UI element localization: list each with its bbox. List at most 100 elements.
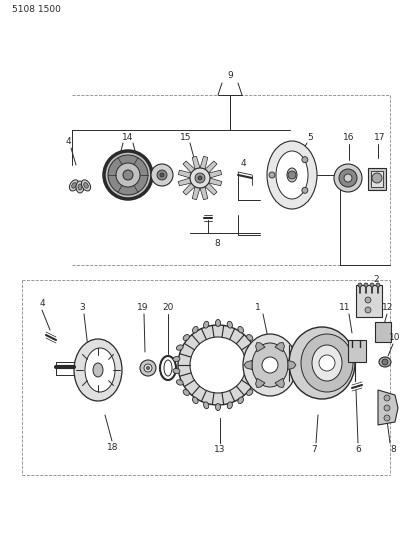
Ellipse shape (69, 180, 79, 191)
Ellipse shape (287, 168, 297, 182)
Text: 5: 5 (307, 133, 313, 141)
Polygon shape (183, 161, 195, 173)
Ellipse shape (84, 183, 88, 188)
Circle shape (376, 283, 380, 287)
Polygon shape (208, 170, 222, 178)
Circle shape (178, 325, 258, 405)
Circle shape (151, 164, 173, 186)
Circle shape (319, 355, 335, 371)
Ellipse shape (215, 403, 220, 410)
Circle shape (365, 297, 371, 303)
Text: 11: 11 (339, 303, 351, 312)
Text: 20: 20 (162, 303, 174, 312)
Circle shape (146, 367, 149, 369)
Text: 4: 4 (240, 158, 246, 167)
Ellipse shape (227, 321, 233, 328)
Ellipse shape (82, 180, 91, 191)
Circle shape (358, 283, 362, 287)
Text: 13: 13 (214, 446, 226, 455)
Ellipse shape (256, 368, 263, 374)
Ellipse shape (204, 402, 209, 409)
Circle shape (104, 151, 152, 199)
Circle shape (372, 173, 382, 183)
Ellipse shape (246, 390, 253, 395)
Text: 16: 16 (343, 133, 355, 142)
Circle shape (195, 173, 205, 183)
Circle shape (339, 169, 357, 187)
Polygon shape (178, 170, 191, 178)
Ellipse shape (193, 397, 198, 403)
Polygon shape (200, 187, 208, 200)
Text: 8: 8 (390, 446, 396, 455)
Polygon shape (205, 183, 217, 195)
Polygon shape (192, 156, 200, 169)
Ellipse shape (193, 326, 198, 333)
Bar (371, 171, 383, 187)
Ellipse shape (204, 321, 209, 328)
Text: 2: 2 (373, 276, 379, 285)
Text: 17: 17 (374, 133, 386, 142)
Bar (356, 285, 382, 317)
Circle shape (269, 172, 275, 178)
Ellipse shape (76, 181, 84, 193)
Circle shape (364, 283, 368, 287)
Ellipse shape (253, 379, 259, 385)
Text: 10: 10 (389, 334, 401, 343)
Ellipse shape (78, 184, 82, 190)
Circle shape (344, 174, 352, 182)
Text: 15: 15 (180, 133, 192, 142)
Ellipse shape (176, 379, 183, 385)
Ellipse shape (267, 141, 317, 209)
Ellipse shape (289, 327, 355, 399)
Ellipse shape (74, 339, 122, 401)
Circle shape (116, 163, 140, 187)
Circle shape (302, 157, 308, 163)
Circle shape (190, 337, 246, 393)
Polygon shape (192, 187, 200, 200)
Circle shape (262, 357, 278, 373)
Ellipse shape (173, 368, 180, 374)
Circle shape (384, 415, 390, 421)
Polygon shape (178, 178, 191, 186)
Polygon shape (183, 183, 195, 195)
Ellipse shape (227, 402, 233, 409)
Polygon shape (244, 360, 252, 369)
Circle shape (334, 164, 362, 192)
Ellipse shape (238, 397, 244, 403)
Polygon shape (288, 360, 296, 369)
Bar (348, 340, 366, 362)
Ellipse shape (72, 183, 76, 188)
Ellipse shape (85, 348, 115, 392)
Ellipse shape (252, 343, 288, 387)
Text: 8: 8 (214, 238, 220, 247)
Circle shape (108, 155, 148, 195)
Ellipse shape (243, 334, 297, 396)
Ellipse shape (379, 357, 391, 367)
Circle shape (190, 168, 210, 188)
Circle shape (302, 187, 308, 193)
Text: 14: 14 (122, 133, 134, 142)
Circle shape (382, 359, 388, 365)
Ellipse shape (312, 345, 342, 381)
Circle shape (160, 173, 164, 177)
Circle shape (157, 170, 167, 180)
Circle shape (140, 360, 156, 376)
Text: 7: 7 (311, 446, 317, 455)
Circle shape (384, 395, 390, 401)
Text: 3: 3 (79, 303, 85, 312)
Circle shape (198, 176, 202, 180)
Circle shape (123, 170, 133, 180)
Ellipse shape (301, 334, 353, 392)
Ellipse shape (173, 357, 180, 361)
Bar (368, 168, 386, 190)
Text: 19: 19 (137, 303, 149, 312)
Ellipse shape (246, 335, 253, 341)
Polygon shape (275, 378, 284, 387)
Circle shape (144, 364, 152, 372)
Ellipse shape (276, 151, 308, 199)
Polygon shape (255, 343, 265, 352)
Text: 18: 18 (107, 443, 119, 453)
Ellipse shape (215, 319, 220, 327)
Polygon shape (378, 390, 398, 425)
Circle shape (370, 283, 374, 287)
